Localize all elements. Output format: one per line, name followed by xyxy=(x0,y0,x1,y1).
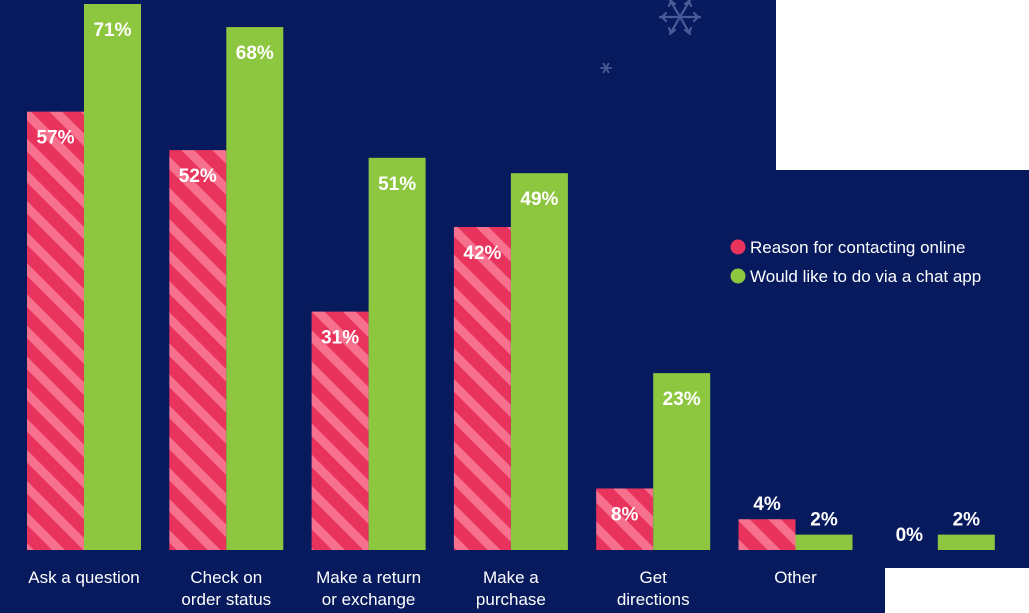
value-label-reason-6: 0% xyxy=(896,525,924,546)
value-label-reason-2: 31% xyxy=(321,328,359,349)
bar-chat-app-5 xyxy=(795,534,853,550)
bar-labels-group: 57% 71% 52% 68% 31% 51% 42% 49% 8% 23% 4% 2% 0% 2% xyxy=(36,20,980,546)
value-label-chat-app-3: 49% xyxy=(520,189,558,210)
bar-reason-0 xyxy=(27,111,84,550)
category-label-2-line-0: Make a return xyxy=(316,568,421,587)
value-label-chat-app-4: 23% xyxy=(663,389,701,410)
category-labels-group: Ask a question Check on order status Make a… xyxy=(28,568,817,609)
value-label-reason-5: 4% xyxy=(753,494,781,515)
bars-group xyxy=(27,4,995,551)
value-label-reason-3: 42% xyxy=(463,243,501,264)
legend-marker-chat-app xyxy=(730,268,746,284)
value-label-chat-app-2: 51% xyxy=(378,174,416,195)
category-label-4-line-1: directions xyxy=(617,590,690,609)
bar-chat-app-1 xyxy=(226,27,284,550)
category-label-4-line-0: Get xyxy=(639,568,667,587)
value-label-chat-app-5: 2% xyxy=(810,510,838,531)
value-label-chat-app-0: 71% xyxy=(93,20,131,41)
value-label-reason-1: 52% xyxy=(179,166,217,187)
value-label-chat-app-1: 68% xyxy=(236,43,274,64)
bar-chat-app-6 xyxy=(937,534,995,550)
legend-label-chat-app: Would like to do via a chat app xyxy=(750,267,981,286)
legend: Reason for contacting online Would like … xyxy=(730,238,981,286)
category-label-2-line-1: or exchange xyxy=(322,590,416,609)
category-label-0-line-0: Ask a question xyxy=(28,568,140,587)
category-label-1-line-1: order status xyxy=(181,590,271,609)
snowflake-icon xyxy=(658,0,702,36)
category-label-3-line-1: purchase xyxy=(476,590,546,609)
bar-chat-app-2 xyxy=(368,157,426,551)
bar-reason-2 xyxy=(311,311,369,550)
category-label-1-line-0: Check on xyxy=(190,568,262,587)
category-label-3-line-0: Make a xyxy=(483,568,539,587)
bar-chat-app-4 xyxy=(653,373,711,550)
bar-chat-app-0 xyxy=(84,4,141,550)
legend-marker-reason xyxy=(730,239,746,255)
legend-label-reason: Reason for contacting online xyxy=(750,238,965,257)
snowflake-small-icon xyxy=(600,62,612,74)
bar-chat-app-3 xyxy=(510,173,568,550)
bar-reason-4 xyxy=(596,488,654,550)
value-label-reason-4: 8% xyxy=(611,504,639,525)
value-label-chat-app-6: 2% xyxy=(953,510,981,531)
category-label-5-line-0: Other xyxy=(774,568,817,587)
bar-reason-3 xyxy=(453,227,511,550)
bar-reason-5 xyxy=(738,519,796,550)
bar-reason-1 xyxy=(169,150,227,550)
value-label-reason-0: 57% xyxy=(36,128,74,149)
